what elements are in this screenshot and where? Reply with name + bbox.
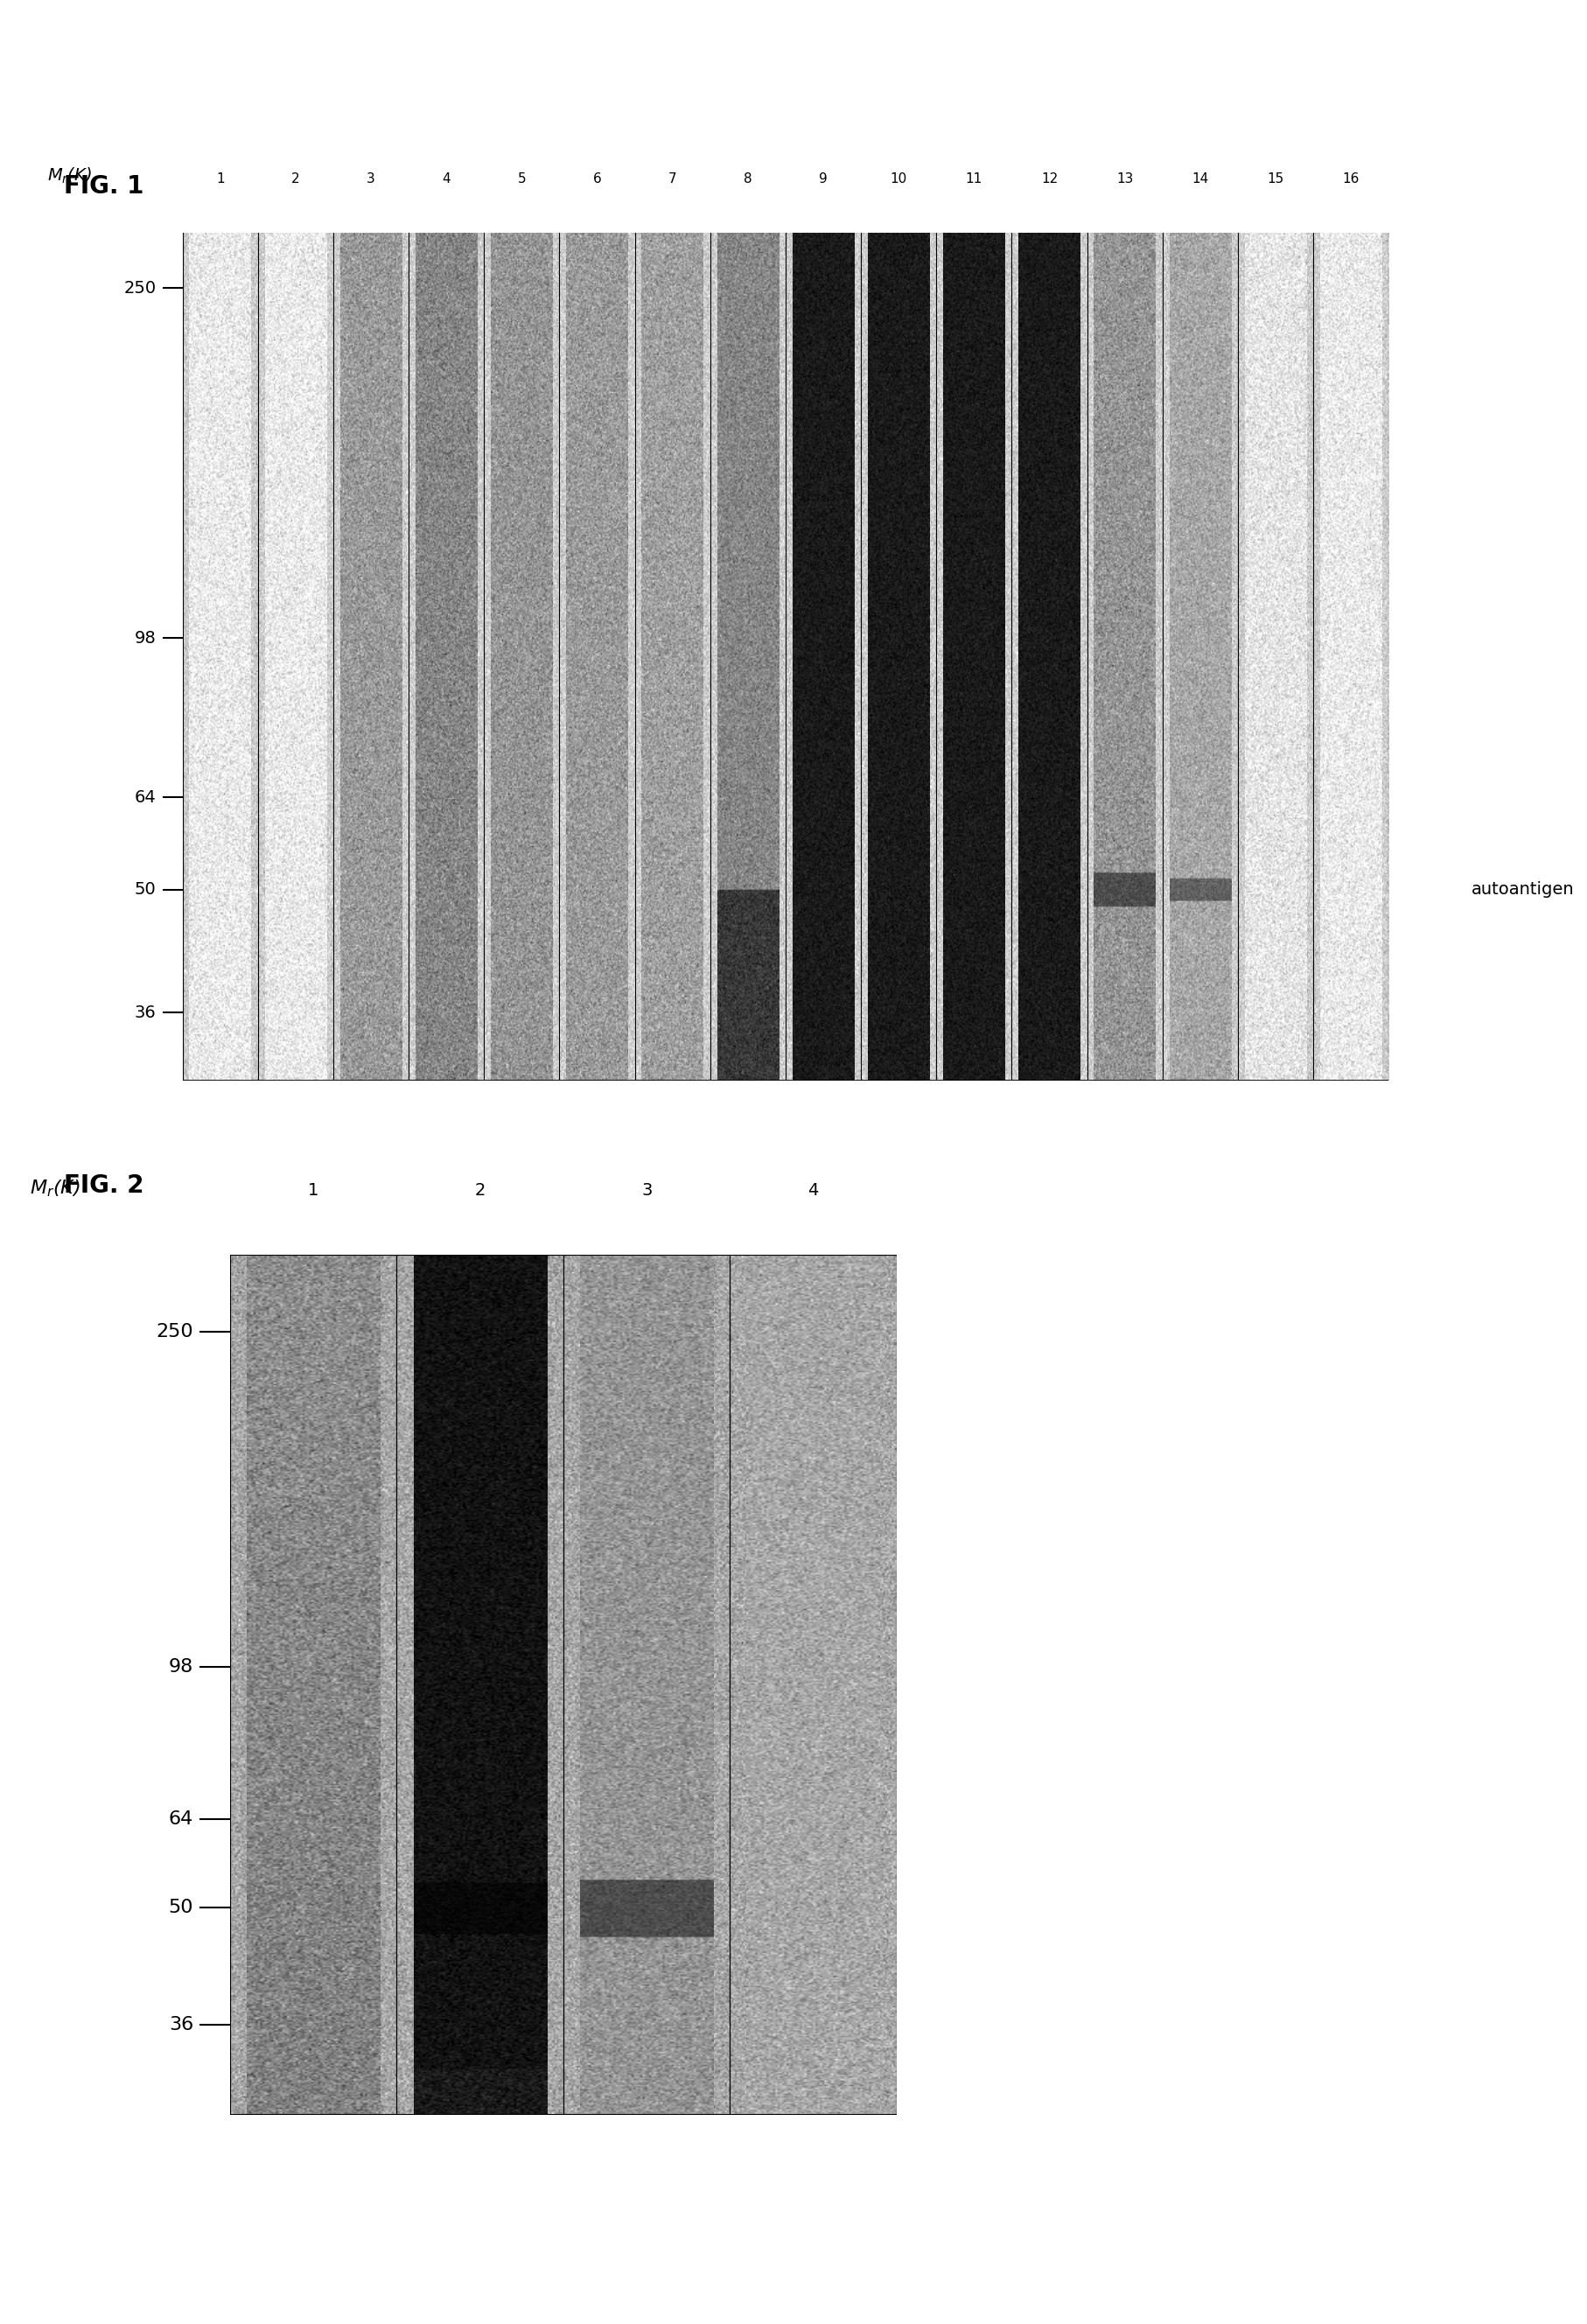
Text: 3: 3 [641,1183,652,1199]
Text: 98: 98 [168,1657,194,1676]
Text: 13: 13 [1116,172,1133,186]
Text: 50: 50 [168,1899,194,1917]
Text: 2: 2 [292,172,300,186]
Text: 10: 10 [890,172,908,186]
Text: 98: 98 [135,630,156,646]
Text: 36: 36 [168,2017,194,2034]
Text: 3: 3 [367,172,375,186]
Text: 5: 5 [517,172,525,186]
Text: 16: 16 [1343,172,1360,186]
Text: 11: 11 [965,172,982,186]
Text: 6: 6 [594,172,601,186]
Text: 250: 250 [124,279,156,295]
Text: FIG. 1: FIG. 1 [63,174,143,200]
Text: 7: 7 [668,172,676,186]
Text: 15: 15 [1266,172,1284,186]
Text: 64: 64 [135,790,156,806]
Text: 14: 14 [1192,172,1209,186]
Text: 4: 4 [808,1183,819,1199]
Text: 50: 50 [135,881,156,897]
Text: 36: 36 [135,1004,156,1020]
Text: 250: 250 [156,1322,194,1341]
Text: $M_r$(K): $M_r$(K) [48,167,92,186]
Text: 4: 4 [443,172,451,186]
Text: 12: 12 [1041,172,1059,186]
Text: FIG. 2: FIG. 2 [63,1174,143,1199]
Text: autoantigen: autoantigen [1471,881,1574,897]
Text: 8: 8 [744,172,752,186]
Text: $M_r$(K): $M_r$(K) [30,1178,81,1199]
Text: 2: 2 [475,1183,486,1199]
Text: 9: 9 [819,172,827,186]
Text: 1: 1 [308,1183,319,1199]
Text: 64: 64 [168,1810,194,1829]
Text: 1: 1 [216,172,224,186]
